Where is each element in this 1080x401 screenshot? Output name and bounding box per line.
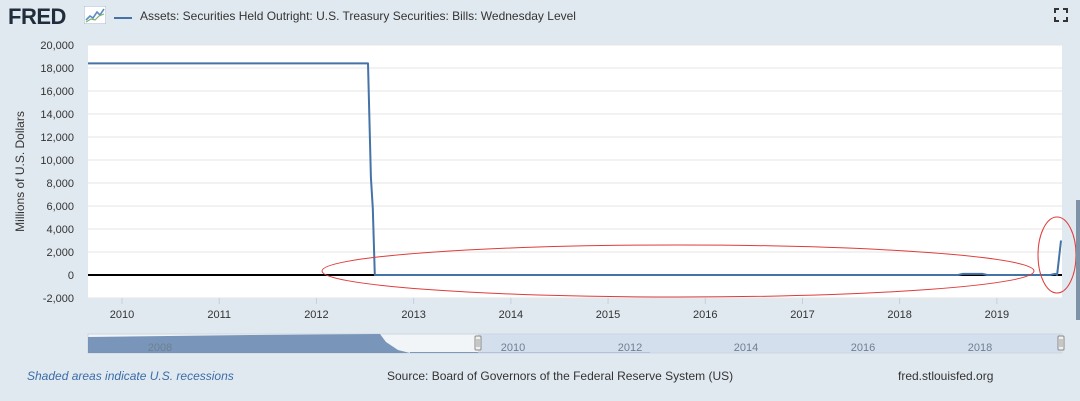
y-tick-label: 14,000 — [40, 109, 74, 121]
fred-logo-graph-icon — [84, 6, 106, 24]
navigator-tick-label: 2016 — [851, 342, 875, 354]
x-tick-label: 2016 — [693, 309, 717, 321]
x-tick-label: 2015 — [596, 309, 620, 321]
navigator-tick-label: 2012 — [618, 342, 642, 354]
y-tick-label: 18,000 — [40, 63, 74, 75]
y-tick-label: 10,000 — [40, 155, 74, 167]
navigator-area — [88, 334, 410, 353]
x-tick-label: 2017 — [790, 309, 814, 321]
y-tick-label: 20,000 — [40, 40, 74, 52]
source-text: Source: Board of Governors of the Federa… — [387, 369, 734, 383]
x-tick-label: 2013 — [401, 309, 425, 321]
y-tick-label: 6,000 — [46, 201, 74, 213]
y-tick-label: 2,000 — [46, 247, 74, 259]
y-tick-label: 8,000 — [46, 178, 74, 190]
navigator-right-handle[interactable] — [1057, 335, 1065, 351]
y-axis-label: Millions of U.S. Dollars — [13, 111, 27, 232]
navigator-tick-label: 2014 — [734, 342, 758, 354]
series-line-1 — [88, 62, 1062, 276]
fullscreen-icon[interactable] — [1054, 8, 1068, 22]
y-tick-label: 4,000 — [46, 224, 74, 236]
legend-series-swatch — [114, 17, 132, 19]
navigator-tick-label: 2018 — [968, 342, 992, 354]
annotation-ellipse-flat — [321, 244, 1035, 298]
recession-note-link[interactable]: Shaded areas indicate U.S. recessions — [27, 369, 234, 383]
x-tick-label: 2010 — [110, 309, 134, 321]
x-tick-label: 2014 — [499, 309, 523, 321]
navigator-left-handle[interactable] — [474, 335, 482, 351]
plot-area — [88, 45, 1062, 298]
site-link[interactable]: fred.stlouisfed.org — [898, 369, 994, 383]
y-tick-label: 12,000 — [40, 132, 74, 144]
x-tick-label: 2018 — [887, 309, 911, 321]
x-tick-label: 2019 — [985, 309, 1009, 321]
y-tick-label: 16,000 — [40, 86, 74, 98]
navigator-tick-label: 2008 — [148, 342, 172, 354]
navigator-selected-range[interactable] — [478, 334, 1061, 353]
x-tick-label: 2012 — [304, 309, 328, 321]
y-tick-label: -2,000 — [43, 293, 74, 305]
page-scrollbar[interactable] — [1076, 200, 1080, 320]
y-tick-label: 0 — [68, 270, 74, 282]
series-title: Assets: Securities Held Outright: U.S. T… — [140, 9, 576, 23]
x-tick-label: 2011 — [207, 309, 231, 321]
chart-svg: 20,000 18,000 16,000 14,000 12,000 10,000 8,00… — [13, 40, 1080, 354]
fred-logo[interactable]: FRED — [8, 4, 66, 29]
chart-header: FRED Assets: Securities Held Outright: U… — [0, 0, 1080, 36]
navigator-tick-label: 2010 — [501, 342, 525, 354]
